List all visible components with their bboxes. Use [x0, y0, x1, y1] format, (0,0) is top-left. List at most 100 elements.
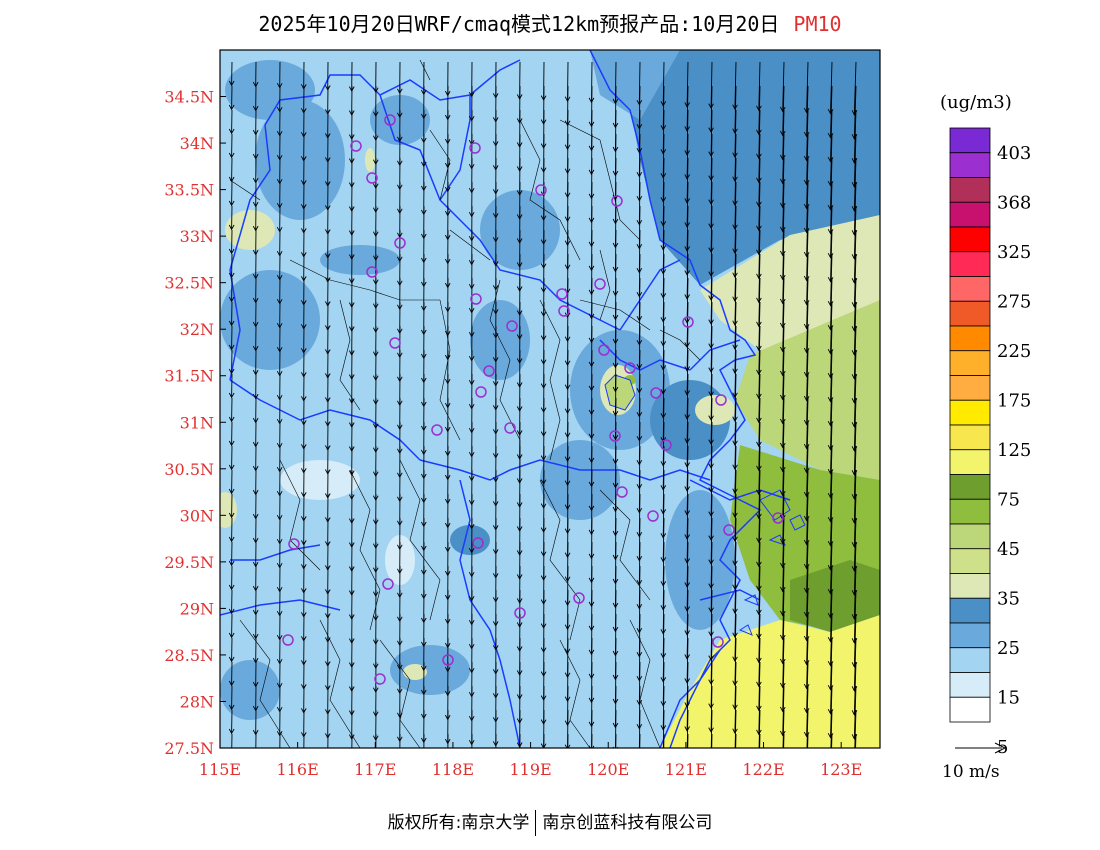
city-marker	[389, 337, 401, 349]
wind-arrow	[779, 661, 786, 713]
patch	[220, 492, 237, 528]
province-borders	[220, 59, 791, 748]
wind-arrow	[779, 133, 786, 185]
wind-arrow	[732, 61, 738, 111]
wind-arrow	[803, 277, 810, 330]
wind-arrow	[684, 373, 690, 420]
wind-arrow	[756, 61, 762, 112]
wind-arrow	[684, 85, 690, 132]
wind-arrow	[228, 541, 235, 567]
wind-arrow	[228, 565, 235, 591]
city-marker	[431, 424, 443, 436]
wind-arrow	[351, 733, 353, 748]
legend-swatch	[949, 350, 991, 376]
wind-arrow	[231, 733, 233, 748]
city-marker	[660, 439, 672, 451]
wind-arrow	[684, 181, 690, 228]
city-marker	[609, 430, 621, 442]
wind-arrow	[228, 445, 235, 471]
wind-arrow	[779, 397, 786, 449]
wind-arrow	[708, 349, 714, 397]
wind-arrow	[732, 613, 738, 663]
coastline	[589, 50, 762, 748]
legend-swatch	[949, 325, 991, 352]
wind-arrow	[228, 301, 235, 327]
wind-arrow	[684, 445, 690, 492]
wind-arrow	[663, 733, 665, 748]
wind-arrow	[779, 253, 786, 305]
wind-arrow	[228, 85, 235, 111]
wind-arrow	[732, 517, 738, 567]
city-marker	[506, 320, 518, 332]
wind-arrow	[708, 181, 714, 229]
legend-label: 15	[997, 687, 1020, 708]
wind-arrow	[228, 373, 235, 399]
wind-arrow	[734, 709, 737, 748]
wind-arrow	[756, 613, 762, 664]
patch	[390, 645, 470, 695]
wind-arrow	[684, 637, 690, 684]
wind-arrow	[803, 469, 810, 522]
legend-label: 275	[997, 291, 1031, 312]
city-marker	[573, 592, 585, 604]
patch	[365, 148, 375, 172]
legend-swatch	[949, 672, 991, 698]
wind-arrow	[684, 157, 690, 204]
city-marker	[350, 140, 362, 152]
wind-arrow	[708, 541, 714, 589]
wind-arrow	[732, 301, 738, 351]
legend-swatch	[949, 523, 991, 550]
lat-tick-label: 30.5N	[164, 460, 214, 479]
wind-arrow	[758, 709, 761, 748]
wind-arrow	[708, 325, 714, 373]
plot-frame	[219, 49, 881, 749]
wind-arrow	[779, 517, 786, 569]
wind-arrow	[708, 85, 714, 133]
wind-arrow	[708, 157, 714, 205]
wind-arrow	[684, 541, 690, 588]
wind-arrow	[756, 445, 762, 496]
lat-tick-label: 31.5N	[164, 367, 214, 386]
city-marker	[535, 184, 547, 196]
legend-label: 325	[997, 242, 1031, 263]
legend-swatch	[949, 251, 991, 277]
city-marker	[558, 305, 570, 317]
wind-arrow	[543, 733, 545, 748]
legend-swatch	[949, 498, 991, 525]
wind-arrow	[684, 133, 690, 180]
footer-copyright: 版权所有:南京大学	[387, 813, 530, 833]
legend-swatch	[949, 226, 991, 253]
wind-arrow	[639, 733, 641, 748]
wind-arrow	[803, 397, 810, 450]
wind-arrow	[732, 349, 738, 399]
legend-swatch	[949, 276, 991, 302]
footer: 版权所有:南京大学 南京创蓝科技有限公司	[0, 808, 1100, 836]
wind-arrow	[803, 445, 810, 498]
legend-label: 368	[997, 192, 1031, 213]
wind-arrow	[803, 157, 810, 210]
patch	[540, 440, 620, 520]
wind-arrow	[732, 253, 738, 303]
wind-arrow	[710, 709, 713, 748]
wind-arrow	[759, 733, 761, 748]
city-marker	[472, 537, 484, 549]
wind-arrow	[228, 325, 235, 351]
legend-swatch	[949, 152, 991, 178]
wind-arrow	[684, 685, 690, 732]
lat-tick-label: 33N	[180, 227, 214, 246]
legend-swatch	[949, 375, 991, 401]
wind-arrow	[708, 109, 714, 157]
legend-label: 125	[997, 440, 1031, 461]
wind-arrow	[228, 637, 235, 663]
wind-arrow	[756, 517, 762, 568]
wind-arrow	[708, 685, 714, 733]
wind-arrow	[779, 61, 786, 113]
legend-swatch	[949, 474, 991, 500]
lon-tick-label: 117E	[354, 760, 396, 779]
city-marker	[712, 636, 724, 648]
legend-swatch	[949, 548, 991, 574]
wind-arrow	[684, 565, 690, 612]
wind-arrow	[708, 613, 714, 661]
wind-arrow	[708, 469, 714, 517]
